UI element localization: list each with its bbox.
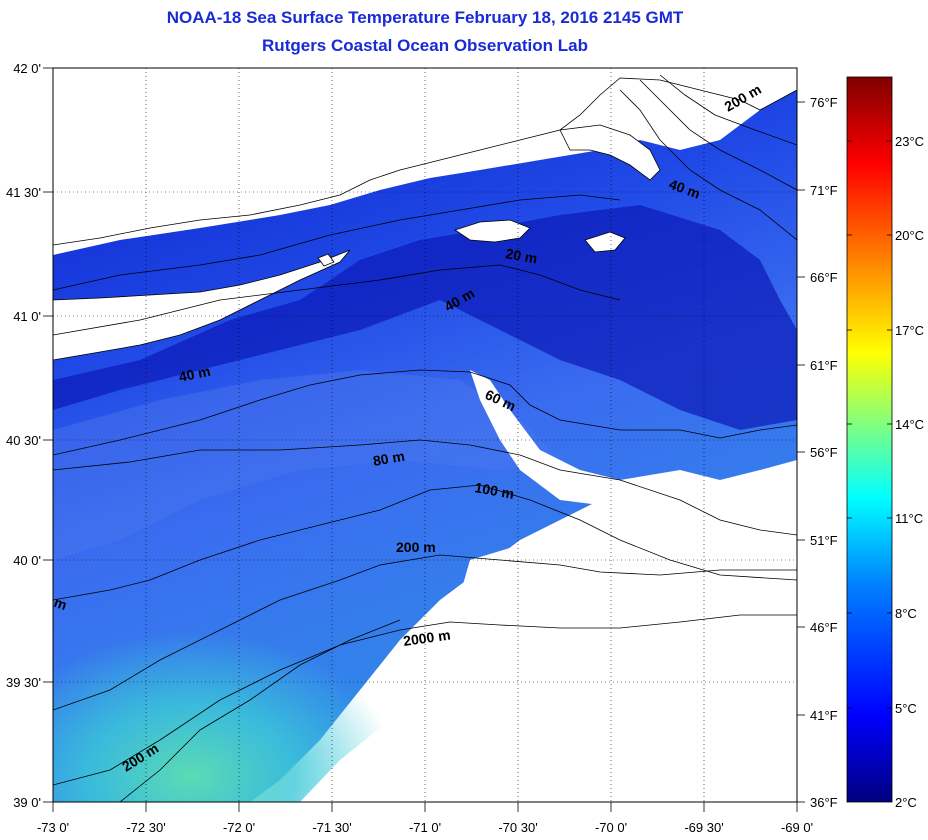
fahrenheit-label: 36°F <box>810 795 838 810</box>
lon-label: -70 0' <box>595 820 627 835</box>
fahrenheit-label: 61°F <box>810 358 838 373</box>
tick-marks <box>43 67 805 812</box>
map-title: NOAA-18 Sea Surface Temperature February… <box>166 8 684 27</box>
depth-label: 40 m <box>177 363 212 385</box>
nearshore-cold-water <box>53 205 797 430</box>
lat-label: 39 30' <box>6 675 41 690</box>
celsius-label: 23°C <box>895 134 924 149</box>
fahrenheit-label: 66°F <box>810 270 838 285</box>
lat-label: 40 30' <box>6 433 41 448</box>
map-subtitle: Rutgers Coastal Ocean Observation Lab <box>262 36 588 55</box>
lon-label: -69 30' <box>684 820 723 835</box>
lon-label: -71 0' <box>409 820 441 835</box>
depth-label: 2000 m <box>402 627 451 649</box>
depth-label: 200 m <box>396 539 436 555</box>
land-block-island <box>317 253 335 267</box>
shelf-band <box>53 370 560 560</box>
lon-label: -72 30' <box>126 820 165 835</box>
depth-label: 80 m <box>372 448 406 469</box>
fahrenheit-label: 71°F <box>810 183 838 198</box>
colorbar-labels: 23°C 20°C 17°C 14°C 11°C 8°C 5°C 2°C <box>895 134 924 810</box>
fahrenheit-label: 56°F <box>810 445 838 460</box>
colorbar-ticks <box>847 140 892 709</box>
lat-label: 40 0' <box>13 553 41 568</box>
colorbar <box>846 76 893 803</box>
lat-label: 42 0' <box>13 61 41 76</box>
lon-label: -69 0' <box>781 820 813 835</box>
lon-label: -72 0' <box>223 820 255 835</box>
celsius-label: 17°C <box>895 323 924 338</box>
land-marthas-vineyard <box>454 219 531 243</box>
no-data-region-east <box>470 370 797 545</box>
bathymetry-contours <box>53 74 797 802</box>
depth-label: m <box>52 594 69 613</box>
lon-label: -71 30' <box>312 820 351 835</box>
celsius-label: 14°C <box>895 417 924 432</box>
latitude-labels: 42 0' 41 30' 41 0' 40 30' 40 0' 39 30' 3… <box>6 61 41 810</box>
celsius-label: 8°C <box>895 606 917 621</box>
longitude-labels: -73 0' -72 30' -72 0' -71 30' -71 0' -70… <box>37 820 813 835</box>
depth-label: 100 m <box>473 479 515 502</box>
fahrenheit-label: 41°F <box>810 708 838 723</box>
celsius-label: 2°C <box>895 795 917 810</box>
lon-label: -73 0' <box>37 820 69 835</box>
depth-label: 20 m <box>504 245 538 266</box>
celsius-label: 20°C <box>895 228 924 243</box>
fahrenheit-label: 51°F <box>810 533 838 548</box>
land-nantucket <box>584 231 626 253</box>
fahrenheit-labels: 76°F 71°F 66°F 61°F 56°F 51°F 46°F 41°F … <box>810 95 838 810</box>
graticule <box>53 68 797 802</box>
lat-label: 39 0' <box>13 795 41 810</box>
land-cape-cod <box>559 124 661 181</box>
lat-label: 41 30' <box>6 185 41 200</box>
no-data-region <box>300 525 797 802</box>
fahrenheit-label: 76°F <box>810 95 838 110</box>
lat-label: 41 0' <box>13 309 41 324</box>
celsius-label: 5°C <box>895 701 917 716</box>
celsius-label: 11°C <box>895 511 923 526</box>
fahrenheit-label: 46°F <box>810 620 838 635</box>
lon-label: -70 30' <box>498 820 537 835</box>
